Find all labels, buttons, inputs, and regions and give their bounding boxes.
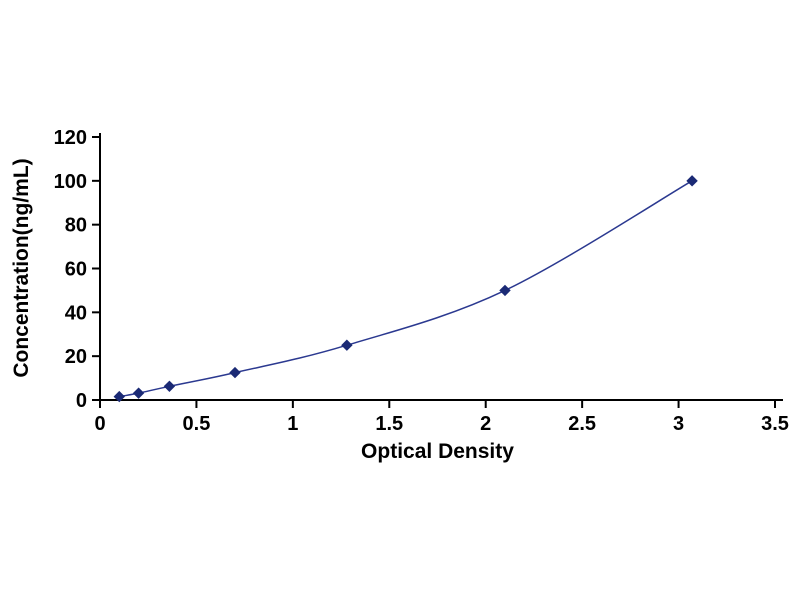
data-point-marker [499,284,511,297]
data-point-marker [163,380,176,393]
data-point-marker [341,339,353,351]
y-tick-label: 100 [54,171,87,193]
data-point-marker [229,366,241,379]
y-tick-label: 80 [65,215,87,237]
x-axis-label: Optical Density [361,440,514,463]
y-tick-label: 60 [65,259,87,281]
x-tick-label: 0.5 [183,413,211,435]
y-tick-label: 120 [54,127,87,149]
x-tick-label: 1.5 [375,413,403,435]
x-tick-label: 3 [673,413,684,435]
y-tick-label: 40 [65,302,87,324]
y-tick-label: 0 [76,390,87,412]
data-point-marker [113,390,125,403]
data-point-marker [686,175,698,187]
x-tick-label: 0 [94,413,105,435]
y-tick-label: 20 [65,346,87,368]
series-line [119,180,693,398]
x-tick-label: 2.5 [568,413,596,435]
data-point-marker [132,387,145,399]
x-tick-label: 3.5 [761,413,789,435]
x-tick-label: 1 [287,413,298,435]
y-axis-label: Concentration(ng/mL) [10,158,33,378]
x-tick-label: 2 [480,413,491,435]
